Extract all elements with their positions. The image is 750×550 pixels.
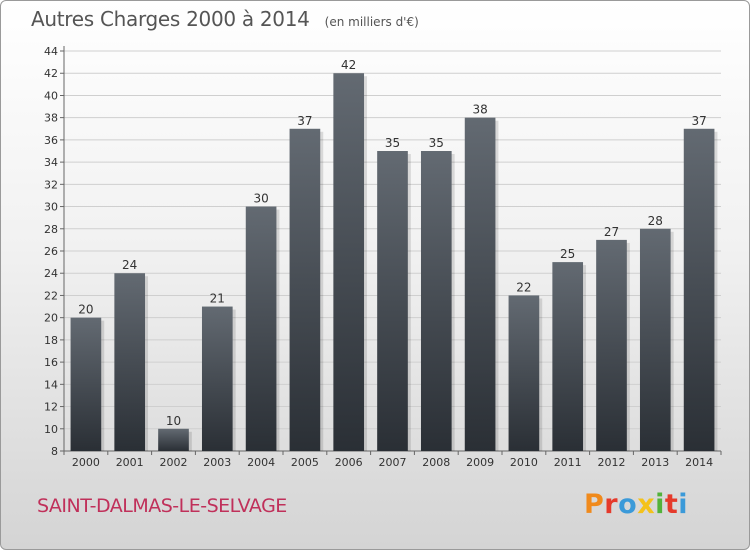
bar-2004 (245, 206, 277, 451)
data-label: 10 (166, 414, 181, 428)
bar-2002 (158, 428, 189, 451)
logo-letter: P (584, 489, 605, 520)
title-row: Autres Charges 2000 à 2014 (en milliers … (31, 7, 419, 31)
data-label: 22 (516, 280, 531, 294)
x-tick-label: 2004 (247, 456, 275, 469)
data-label: 25 (560, 247, 575, 261)
data-label: 27 (604, 225, 619, 239)
data-labels: 20 24 10 21 30 37 42 35 35 38 22 25 27 28 37 (78, 58, 706, 428)
logo-letter: o (618, 489, 638, 520)
bar-2001 (114, 273, 146, 451)
chart-unit: (en milliers d'€) (324, 15, 419, 29)
y-tick-label: 36 (44, 134, 58, 147)
x-tick-label: 2000 (72, 456, 100, 469)
y-tick-label: 14 (44, 378, 58, 391)
data-label: 37 (297, 114, 312, 128)
y-tick-label: 18 (44, 334, 58, 347)
x-tick-label: 2013 (641, 456, 669, 469)
data-label: 38 (472, 103, 487, 117)
y-tick-label: 20 (44, 312, 58, 325)
bar-2005 (289, 128, 321, 451)
y-tick-label: 44 (44, 45, 58, 58)
bar-2014 (683, 128, 715, 451)
proxiti-logo[interactable]: Proxiti (584, 489, 688, 520)
x-tick-label: 2006 (335, 456, 363, 469)
x-tick-label: 2002 (160, 456, 188, 469)
logo-letter: r (604, 489, 619, 520)
y-tick-label: 28 (44, 223, 58, 236)
y-tick-label: 16 (44, 356, 58, 369)
x-tick-label: 2011 (554, 456, 582, 469)
y-tick-label: 34 (44, 156, 58, 169)
chart-title: Autres Charges 2000 à 2014 (31, 7, 310, 31)
bars (70, 73, 718, 452)
logo-letter: x (637, 489, 656, 520)
y-tick-label: 10 (44, 423, 58, 436)
bar-2013 (639, 228, 671, 451)
y-tick-label: 24 (44, 267, 58, 280)
logo-letter: i (678, 489, 689, 520)
x-tick-label: 2010 (510, 456, 538, 469)
y-tick-label: 42 (44, 67, 58, 80)
y-tick-label: 38 (44, 112, 58, 125)
bar-2000 (70, 317, 102, 451)
y-tick-label: 12 (44, 401, 58, 414)
data-label: 24 (122, 258, 137, 272)
data-label: 28 (648, 214, 663, 228)
x-tick-label: 2009 (466, 456, 494, 469)
commune-name: SAINT-DALMAS-LE-SELVAGE (37, 495, 287, 517)
x-tick-label: 2003 (203, 456, 231, 469)
bar-2008 (420, 151, 452, 451)
data-label: 20 (78, 303, 93, 317)
y-tick-label: 32 (44, 178, 58, 191)
bar-2010 (508, 295, 540, 451)
bar-2007 (377, 151, 408, 451)
x-tick-label: 2005 (291, 456, 319, 469)
x-tick-label: 2012 (598, 456, 626, 469)
bar-2009 (464, 117, 496, 452)
bar-2003 (201, 306, 233, 451)
logo-letter: t (664, 489, 679, 520)
bar-2011 (552, 262, 584, 451)
y-tick-label: 26 (44, 245, 58, 258)
x-tick-label: 2014 (685, 456, 713, 469)
x-tick-label: 2007 (379, 456, 407, 469)
data-label: 42 (341, 58, 356, 72)
data-label: 30 (253, 192, 268, 206)
data-label: 21 (210, 292, 225, 306)
x-tick-label: 2001 (116, 456, 144, 469)
logo-letter: i (655, 489, 665, 520)
x-tick-label: 2008 (422, 456, 450, 469)
bar-2006 (333, 73, 365, 451)
y-tick-label: 40 (44, 89, 58, 102)
data-label: 35 (429, 136, 444, 150)
data-label: 35 (385, 136, 400, 150)
bar-2012 (596, 239, 627, 451)
data-label: 37 (691, 114, 706, 128)
y-tick-label: 8 (51, 445, 58, 458)
y-tick-label: 22 (44, 289, 58, 302)
y-tick-label: 30 (44, 201, 58, 214)
